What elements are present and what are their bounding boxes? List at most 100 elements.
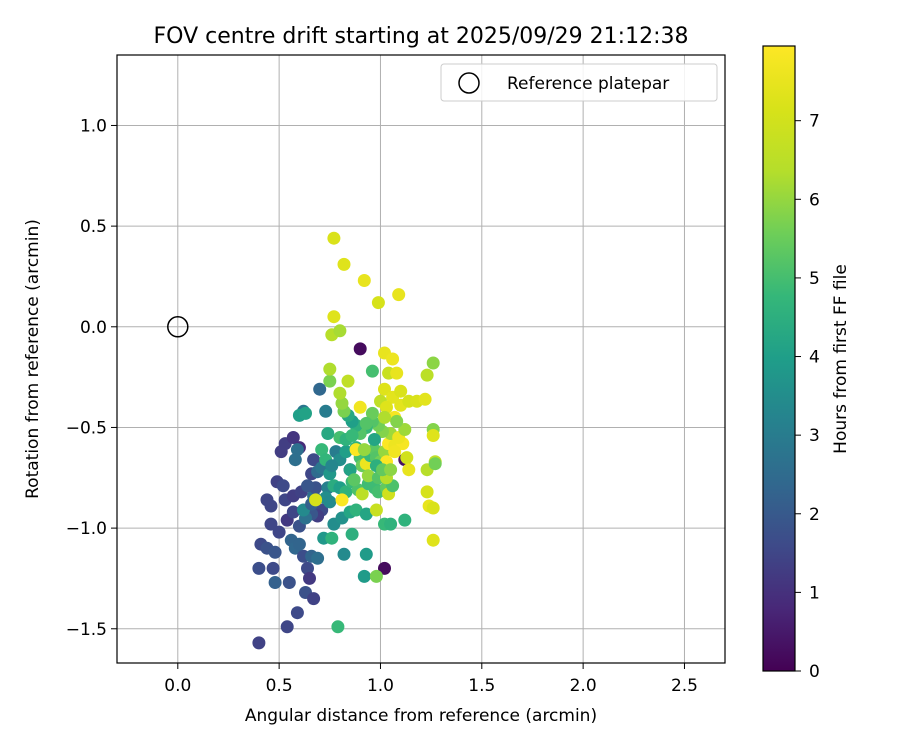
colorbar-tick-label: 6	[809, 190, 820, 210]
y-tick-label: 0.5	[80, 217, 107, 237]
data-point	[392, 288, 406, 302]
data-point	[345, 429, 359, 442]
data-point	[276, 479, 290, 493]
data-point	[390, 366, 404, 380]
data-point	[388, 445, 402, 459]
legend-marker	[458, 72, 480, 94]
data-point	[367, 433, 381, 446]
legend: Reference platepar	[440, 63, 718, 102]
grid	[117, 55, 725, 663]
data-point	[292, 537, 306, 551]
colorbar-gradient	[762, 45, 796, 672]
data-point	[323, 362, 337, 376]
data-point	[290, 443, 304, 457]
data-point	[341, 374, 355, 388]
data-point	[327, 231, 341, 245]
data-point	[371, 296, 385, 310]
data-point	[359, 507, 373, 521]
data-point	[266, 561, 280, 575]
data-point	[349, 503, 363, 517]
data-point	[323, 495, 337, 509]
data-point	[313, 382, 327, 396]
data-point	[418, 392, 432, 406]
data-point	[365, 364, 379, 378]
data-point	[333, 324, 347, 338]
data-point	[357, 569, 371, 583]
data-point	[353, 400, 367, 414]
data-point	[369, 569, 383, 583]
data-point	[268, 576, 282, 589]
colorbar-label: Hours from first FF file	[831, 264, 851, 454]
data-point	[268, 545, 282, 559]
colorbar-tick-label: 5	[809, 269, 820, 289]
data-point	[264, 499, 278, 513]
data-point	[301, 561, 314, 575]
data-point	[361, 469, 375, 483]
colorbar-tick-label: 4	[809, 348, 820, 368]
data-point	[327, 310, 341, 324]
data-point	[272, 525, 286, 539]
x-tick-label: 0.5	[266, 676, 293, 696]
data-point	[394, 384, 408, 398]
data-point	[426, 429, 440, 442]
data-point	[426, 533, 440, 547]
data-point	[426, 356, 440, 370]
data-point	[252, 561, 266, 575]
legend-label: Reference platepar	[507, 74, 669, 94]
data-point	[398, 423, 412, 436]
chart-title: FOV centre drift starting at 2025/09/29 …	[154, 24, 689, 49]
data-point	[299, 406, 312, 420]
data-point	[335, 396, 349, 410]
data-point	[288, 453, 302, 467]
reference-platepar-marker	[167, 316, 189, 338]
data-point	[428, 457, 442, 471]
data-point	[321, 427, 335, 440]
data-point	[384, 463, 398, 477]
data-point	[339, 445, 353, 459]
colorbar-tick-label: 0	[809, 662, 820, 682]
y-ticks: 1.0 0.5 0.0 −0.5 −1.0 −1.5	[66, 116, 117, 640]
data-point	[290, 606, 304, 620]
data-point	[307, 592, 321, 606]
data-point	[386, 352, 400, 366]
x-tick-label: 1.0	[367, 676, 394, 696]
x-tick-label: 2.5	[671, 676, 698, 696]
data-point	[325, 459, 339, 473]
data-point	[323, 374, 337, 388]
data-point	[345, 527, 359, 541]
data-point	[378, 561, 391, 575]
data-point	[286, 505, 300, 519]
x-tick-label: 1.5	[468, 676, 495, 696]
y-tick-label: −0.5	[66, 418, 107, 438]
data-point	[333, 386, 347, 400]
data-point	[347, 473, 361, 487]
x-tick-label: 0.0	[164, 676, 191, 696]
y-tick-label: −1.0	[66, 519, 107, 539]
data-point	[380, 400, 393, 414]
data-point	[378, 382, 391, 396]
data-point	[359, 547, 373, 561]
data-point	[282, 576, 296, 589]
data-point	[337, 257, 351, 271]
colorbar-tick-label: 7	[809, 112, 820, 132]
data-point	[355, 487, 369, 501]
x-ticks: 0.0 0.5 1.0 1.5 2.0 2.5	[164, 663, 698, 696]
data-point	[325, 531, 339, 545]
data-point	[343, 463, 357, 477]
data-point	[357, 443, 371, 457]
x-axis-label: Angular distance from reference (arcmin)	[245, 706, 597, 726]
y-tick-label: −1.5	[66, 620, 107, 640]
data-point	[335, 493, 349, 507]
data-point	[353, 342, 367, 356]
data-point	[359, 416, 373, 430]
data-point	[280, 620, 294, 634]
data-point	[365, 406, 379, 420]
data-point	[307, 453, 321, 467]
data-point	[384, 517, 398, 531]
data-point	[337, 547, 351, 561]
data-point	[420, 368, 434, 382]
data-point	[357, 274, 371, 287]
data-point	[264, 517, 278, 531]
data-point	[420, 485, 434, 499]
